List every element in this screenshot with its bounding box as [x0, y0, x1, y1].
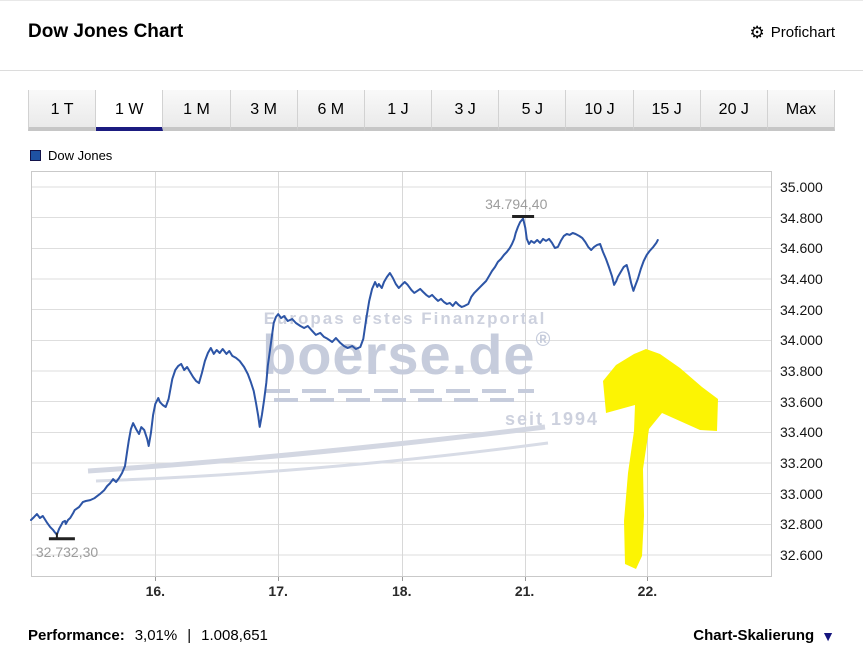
watermark-slogan: Europas erstes Finanzportal [263, 309, 547, 328]
y-tick-label: 34.800 [780, 209, 823, 226]
x-tick-label: 17. [268, 583, 288, 599]
registered-mark-icon: ® [535, 329, 552, 351]
page-title: Dow Jones Chart [28, 21, 184, 42]
chart-scaling-dropdown[interactable]: Chart-Skalierung ▼ [693, 627, 835, 644]
tab-1t[interactable]: 1 T [28, 90, 97, 131]
y-tick-label: 33.800 [780, 362, 823, 379]
x-tick-label: 22. [637, 583, 658, 599]
y-tick-label: 33.600 [780, 393, 823, 410]
header-divider [0, 70, 863, 71]
y-tick-label: 33.000 [780, 485, 823, 502]
y-tick-label: 32.600 [780, 546, 823, 563]
x-tick-label: 16. [145, 583, 166, 599]
chart-legend: Dow Jones [30, 148, 112, 163]
tab-20j[interactable]: 20 J [700, 90, 768, 131]
tab-15j[interactable]: 15 J [633, 90, 701, 131]
y-tick-label: 35.000 [780, 178, 823, 195]
y-tick-label: 34.200 [780, 301, 823, 318]
tab-1m[interactable]: 1 M [163, 90, 231, 131]
y-tick-label: 34.000 [780, 332, 823, 349]
y-tick-label: 32.800 [780, 516, 823, 533]
tab-3m[interactable]: 3 M [230, 90, 298, 131]
performance-separator: | [187, 627, 192, 644]
y-tick-label: 34.400 [780, 270, 823, 287]
gear-icon: ⚙ [749, 23, 765, 42]
watermark-logo-underline [266, 389, 534, 393]
y-tick-label: 34.600 [780, 240, 823, 257]
y-tick-label: 33.200 [780, 454, 823, 471]
performance-summary: Performance: 3,01% | 1.008,651 [28, 627, 268, 644]
x-tick-label: 21. [514, 583, 535, 599]
tab-10j[interactable]: 10 J [566, 90, 634, 131]
tab-1w[interactable]: 1 W [96, 90, 164, 131]
legend-label: Dow Jones [48, 148, 113, 163]
legend-swatch [30, 150, 41, 161]
chevron-down-icon: ▼ [821, 627, 835, 644]
performance-value: 3,01% [134, 627, 178, 644]
watermark-logo: boerse.de® [262, 323, 552, 386]
tab-6m[interactable]: 6 M [297, 90, 365, 131]
low-annotation: 32.732,30 [35, 543, 99, 560]
watermark-logo-underline2 [274, 398, 526, 402]
chart-scaling-label: Chart-Skalierung [693, 627, 815, 644]
high-annotation: 34.794,40 [485, 196, 548, 213]
profichart-label: Profichart [770, 24, 835, 41]
points-change-value: 1.008,651 [201, 627, 268, 644]
x-tick-label: 18. [392, 583, 412, 599]
performance-label: Performance: [28, 627, 125, 644]
watermark-tagline: seit 1994 [505, 409, 600, 429]
y-tick-label: 33.400 [780, 424, 823, 441]
tab-max[interactable]: Max [767, 90, 836, 131]
profichart-button[interactable]: ⚙ Profichart [750, 24, 835, 41]
tab-3j[interactable]: 3 J [432, 90, 500, 131]
tab-5j[interactable]: 5 J [499, 90, 567, 131]
tab-1j[interactable]: 1 J [364, 90, 433, 131]
